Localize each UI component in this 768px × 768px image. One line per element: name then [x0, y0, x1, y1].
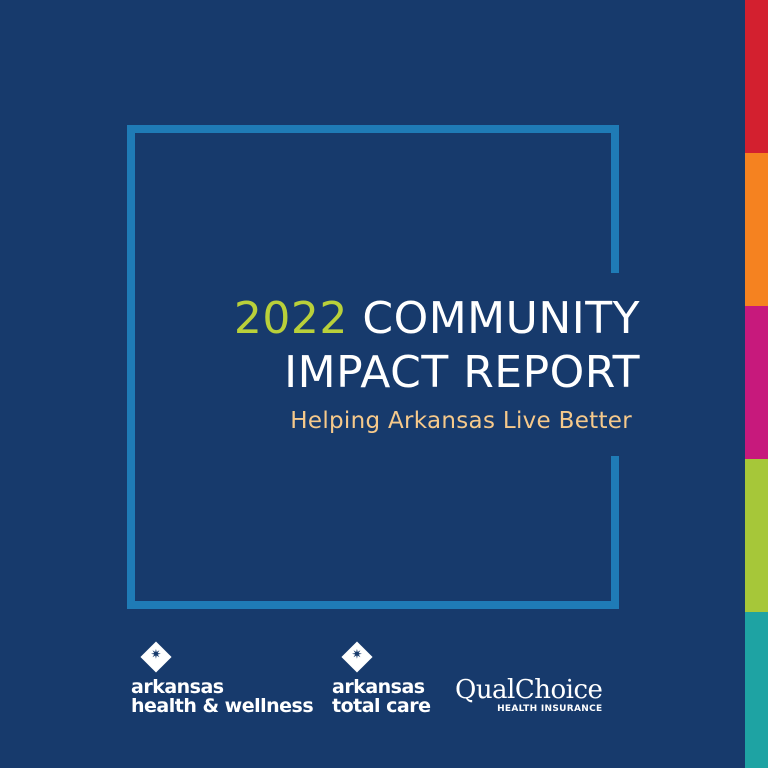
frame-left	[127, 125, 135, 609]
title-line1: COMMUNITY	[362, 293, 640, 344]
logo-line2: health & wellness	[131, 695, 314, 717]
qualchoice-logo: QualChoice HEALTH INSURANCE	[455, 675, 603, 714]
color-stripe-red	[745, 0, 768, 153]
frame-right-bottom	[611, 456, 619, 609]
frame-right-top	[611, 125, 619, 273]
frame-bottom	[127, 601, 619, 609]
star-diamond-icon: ✷	[140, 641, 172, 673]
arkansas-total-care-logo: ✷ arkansas total care	[332, 641, 431, 717]
color-stripe-orange	[745, 153, 768, 306]
logo-line1: arkansas	[332, 676, 425, 698]
title-year: 2022	[233, 293, 348, 344]
color-stripe-teal	[745, 612, 768, 768]
qualchoice-name: QualChoice	[455, 675, 603, 705]
logo-line1: arkansas	[131, 676, 224, 698]
report-title: 2022 COMMUNITY IMPACT REPORT	[234, 292, 640, 400]
title-line2: IMPACT REPORT	[284, 347, 640, 398]
star-diamond-icon: ✷	[341, 641, 373, 673]
color-stripe-magenta	[745, 306, 768, 459]
frame-top	[127, 125, 619, 133]
report-subtitle: Helping Arkansas Live Better	[290, 408, 632, 434]
logo-line2: total care	[332, 695, 431, 717]
color-stripe-green	[745, 459, 768, 612]
qualchoice-tagline: HEALTH INSURANCE	[497, 704, 603, 714]
arkansas-health-wellness-logo: ✷ arkansas health & wellness	[131, 641, 314, 717]
